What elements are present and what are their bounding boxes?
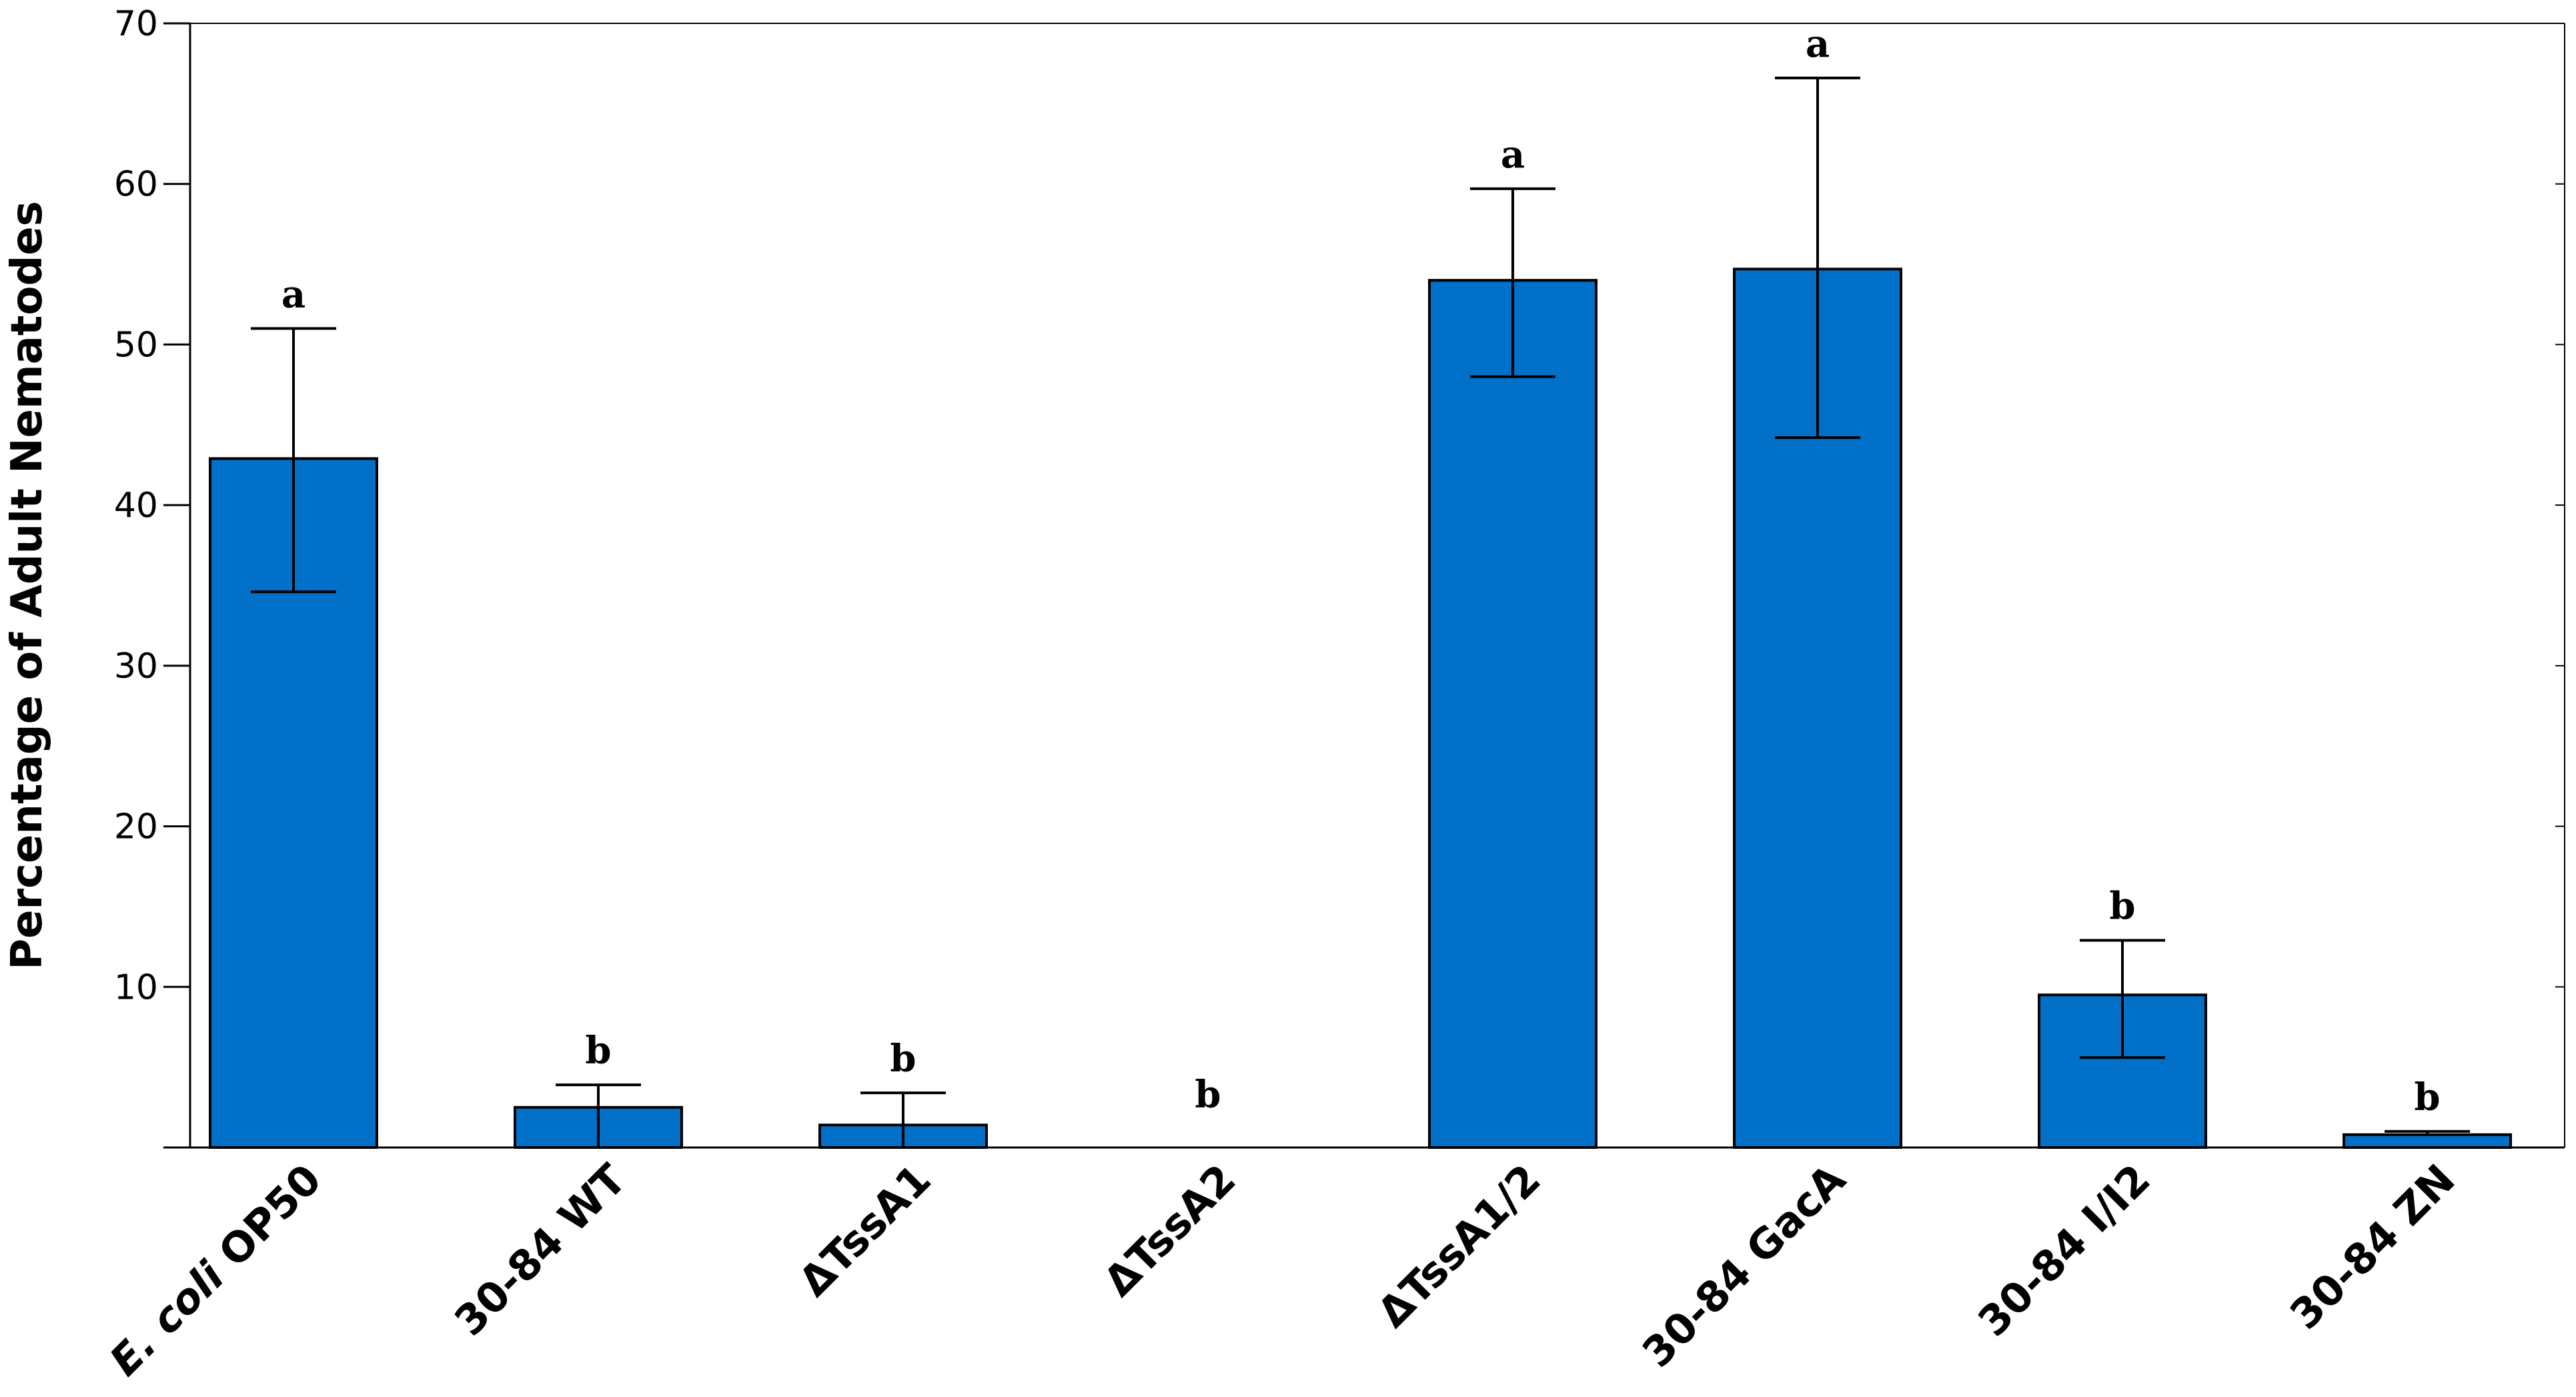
significance-label: a [281, 272, 305, 316]
significance-label: b [2414, 1075, 2440, 1119]
x-tick-label-plain: OP50 [209, 1155, 331, 1276]
y-tick-label: 50 [114, 325, 158, 365]
bar [2343, 1133, 2512, 1149]
y-tick-label: 20 [114, 807, 158, 847]
x-tick-label: 30-84 I/I2 [1968, 1155, 2159, 1346]
significance-label: b [890, 1037, 916, 1081]
x-tick-label: E. coli OP50 [100, 1155, 330, 1385]
y-tick-label: 30 [114, 646, 158, 686]
y-tick-label: 70 [114, 4, 158, 44]
x-tick-label: 30-84 GacA [1633, 1155, 1855, 1377]
x-tick-label: 30-84 ZN [2281, 1155, 2465, 1339]
x-tick-label-italic: E. coli [100, 1242, 243, 1385]
x-tick-label: ΔTssA2 [1094, 1155, 1245, 1306]
y-axis-title: Percentage of Adult Nematodes [3, 201, 52, 970]
y-tick-label: 60 [114, 165, 158, 205]
bar [1428, 279, 1597, 1149]
significance-label: b [585, 1029, 611, 1073]
significance-label: a [1806, 22, 1830, 66]
y-tick-label: 40 [114, 486, 158, 526]
significance-label: b [2109, 884, 2135, 928]
x-tick-label: 30-84 WT [445, 1155, 635, 1345]
significance-label: b [1195, 1073, 1221, 1117]
significance-label: a [1501, 133, 1525, 177]
x-tick-label: ΔTssA1/2 [1368, 1155, 1550, 1337]
y-tick-label: 10 [114, 967, 158, 1007]
x-tick-label: ΔTssA1 [789, 1155, 940, 1306]
